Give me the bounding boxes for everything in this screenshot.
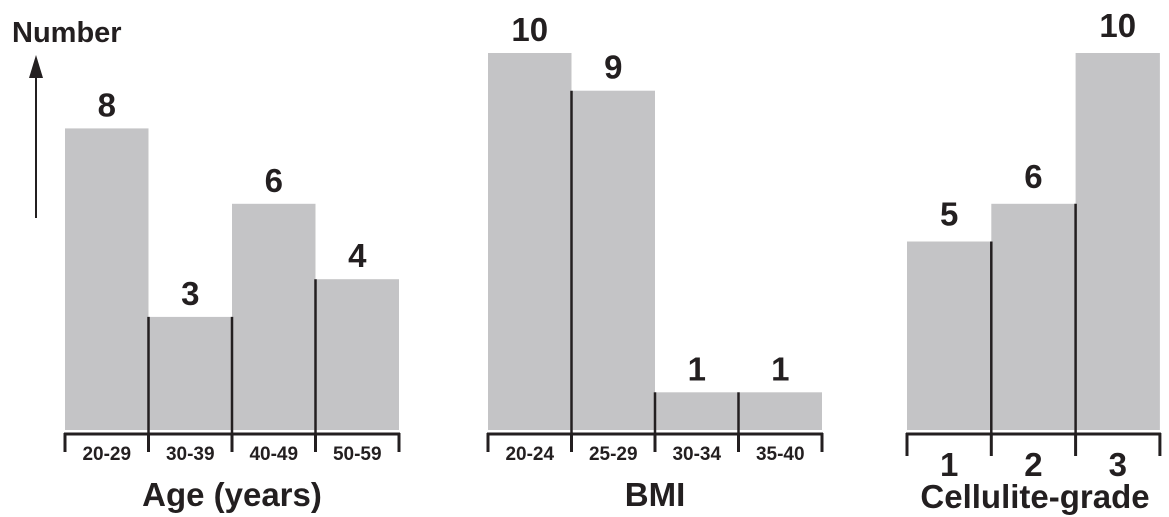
bmi-tick-label: 25-29	[589, 444, 638, 465]
age-tick-label: 40-49	[249, 444, 298, 465]
age-bar-value-label: 4	[348, 237, 367, 274]
age-bar-40-49	[232, 203, 316, 430]
age-tick-label: 50-59	[333, 444, 382, 465]
bmi-bar-value-label: 10	[511, 11, 548, 48]
bmi-bar-35-40	[738, 392, 822, 430]
cellulite-grade-tick-label: 1	[940, 446, 958, 483]
age-bar-50-59	[315, 279, 399, 430]
bmi-bar-value-label: 1	[771, 350, 789, 387]
age-bar-value-label: 6	[265, 162, 283, 199]
age-tick-label: 30-39	[166, 444, 215, 465]
cellulite-grade-bar-value-label: 6	[1024, 158, 1042, 195]
age-x-axis-title: Age (years)	[142, 476, 322, 513]
cellulite-grade-tick-label: 3	[1109, 446, 1127, 483]
bmi-bar-30-34	[655, 392, 739, 430]
age-bar-20-29	[65, 128, 149, 430]
bmi-bar-20-24	[488, 53, 572, 430]
cellulite-grade-bar-value-label: 10	[1099, 7, 1136, 44]
age-bar-30-39	[148, 316, 232, 430]
bmi-x-axis-title: BMI	[625, 476, 686, 513]
cellulite-grade-bar-3	[1075, 53, 1160, 430]
cellulite-grade-bar-value-label: 5	[940, 196, 958, 233]
y-axis: Number	[12, 17, 122, 218]
cellulite-grade-histogram-panel: 1 2 3 5 6 10 Cellulite-grade	[905, 7, 1162, 515]
age-tick-label: 20-29	[82, 444, 131, 465]
age-bar-value-label: 8	[98, 86, 116, 123]
cellulite-grade-bar-1	[907, 241, 992, 430]
cellulite-grade-bar-2	[991, 203, 1076, 430]
bmi-histogram-panel: 20-24 25-29 30-34 35-40 10 9 1 1 BMI	[486, 11, 824, 513]
bmi-tick-label: 30-34	[672, 444, 721, 465]
bmi-tick-label: 20-24	[505, 444, 554, 465]
y-axis-title: Number	[12, 17, 122, 49]
age-histogram-panel: 20-29 30-39 40-49 50-59 8 3 6 4 Age (years)	[63, 86, 401, 513]
age-bar-value-label: 3	[181, 275, 199, 312]
bmi-bar-value-label: 9	[604, 49, 622, 86]
cellulite-grade-tick-label: 2	[1024, 446, 1042, 483]
bmi-tick-label: 35-40	[756, 444, 805, 465]
bmi-bar-25-29	[571, 90, 655, 430]
cellulite-grade-x-axis-title: Cellulite-grade	[920, 478, 1149, 515]
y-axis-arrow-head	[29, 55, 43, 78]
bmi-bar-value-label: 1	[688, 350, 706, 387]
